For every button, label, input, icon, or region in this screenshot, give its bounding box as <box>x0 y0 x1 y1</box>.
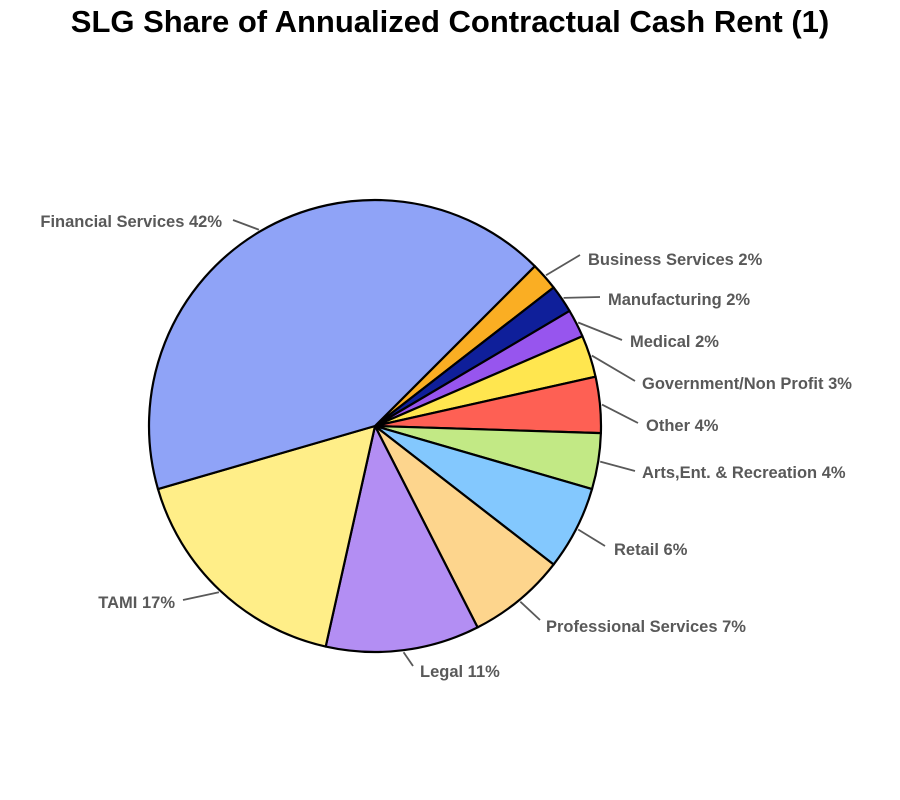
pie-slice-tami <box>156 424 377 648</box>
leader-line-financial-services <box>232 219 260 231</box>
slice-label-financial-services: Financial Services 42% <box>40 213 222 231</box>
slice-label-legal: Legal 11% <box>420 663 500 681</box>
pie-slice-financial-services <box>147 198 536 491</box>
chart-title: SLG Share of Annualized Contractual Cash… <box>70 4 830 39</box>
slice-label-tami: TAMI 17% <box>98 594 175 612</box>
leader-line-retail <box>577 528 606 547</box>
slice-label-government-non-profit: Government/Non Profit 3% <box>642 375 852 393</box>
slice-label-manufacturing: Manufacturing 2% <box>608 291 750 309</box>
leader-line-other <box>601 403 639 424</box>
slice-label-other: Other 4% <box>646 417 719 435</box>
leader-line-government-non-profit <box>591 354 636 382</box>
slice-label-business-services: Business Services 2% <box>588 251 763 269</box>
slice-label-medical: Medical 2% <box>630 333 719 351</box>
leader-line-medical <box>577 321 623 341</box>
leader-line-business-services <box>545 254 581 276</box>
leader-line-tami <box>182 591 220 601</box>
pie-slice-legal <box>324 424 479 654</box>
leader-line-legal <box>402 651 414 667</box>
slice-label-arts-ent-recreation: Arts,Ent. & Recreation 4% <box>642 464 846 482</box>
leader-line-arts-ent-recreation <box>599 460 636 472</box>
leader-line-manufacturing <box>563 296 601 299</box>
leader-line-professional-services <box>519 601 541 621</box>
slice-label-retail: Retail 6% <box>614 541 688 559</box>
slice-label-professional-services: Professional Services 7% <box>546 618 746 636</box>
